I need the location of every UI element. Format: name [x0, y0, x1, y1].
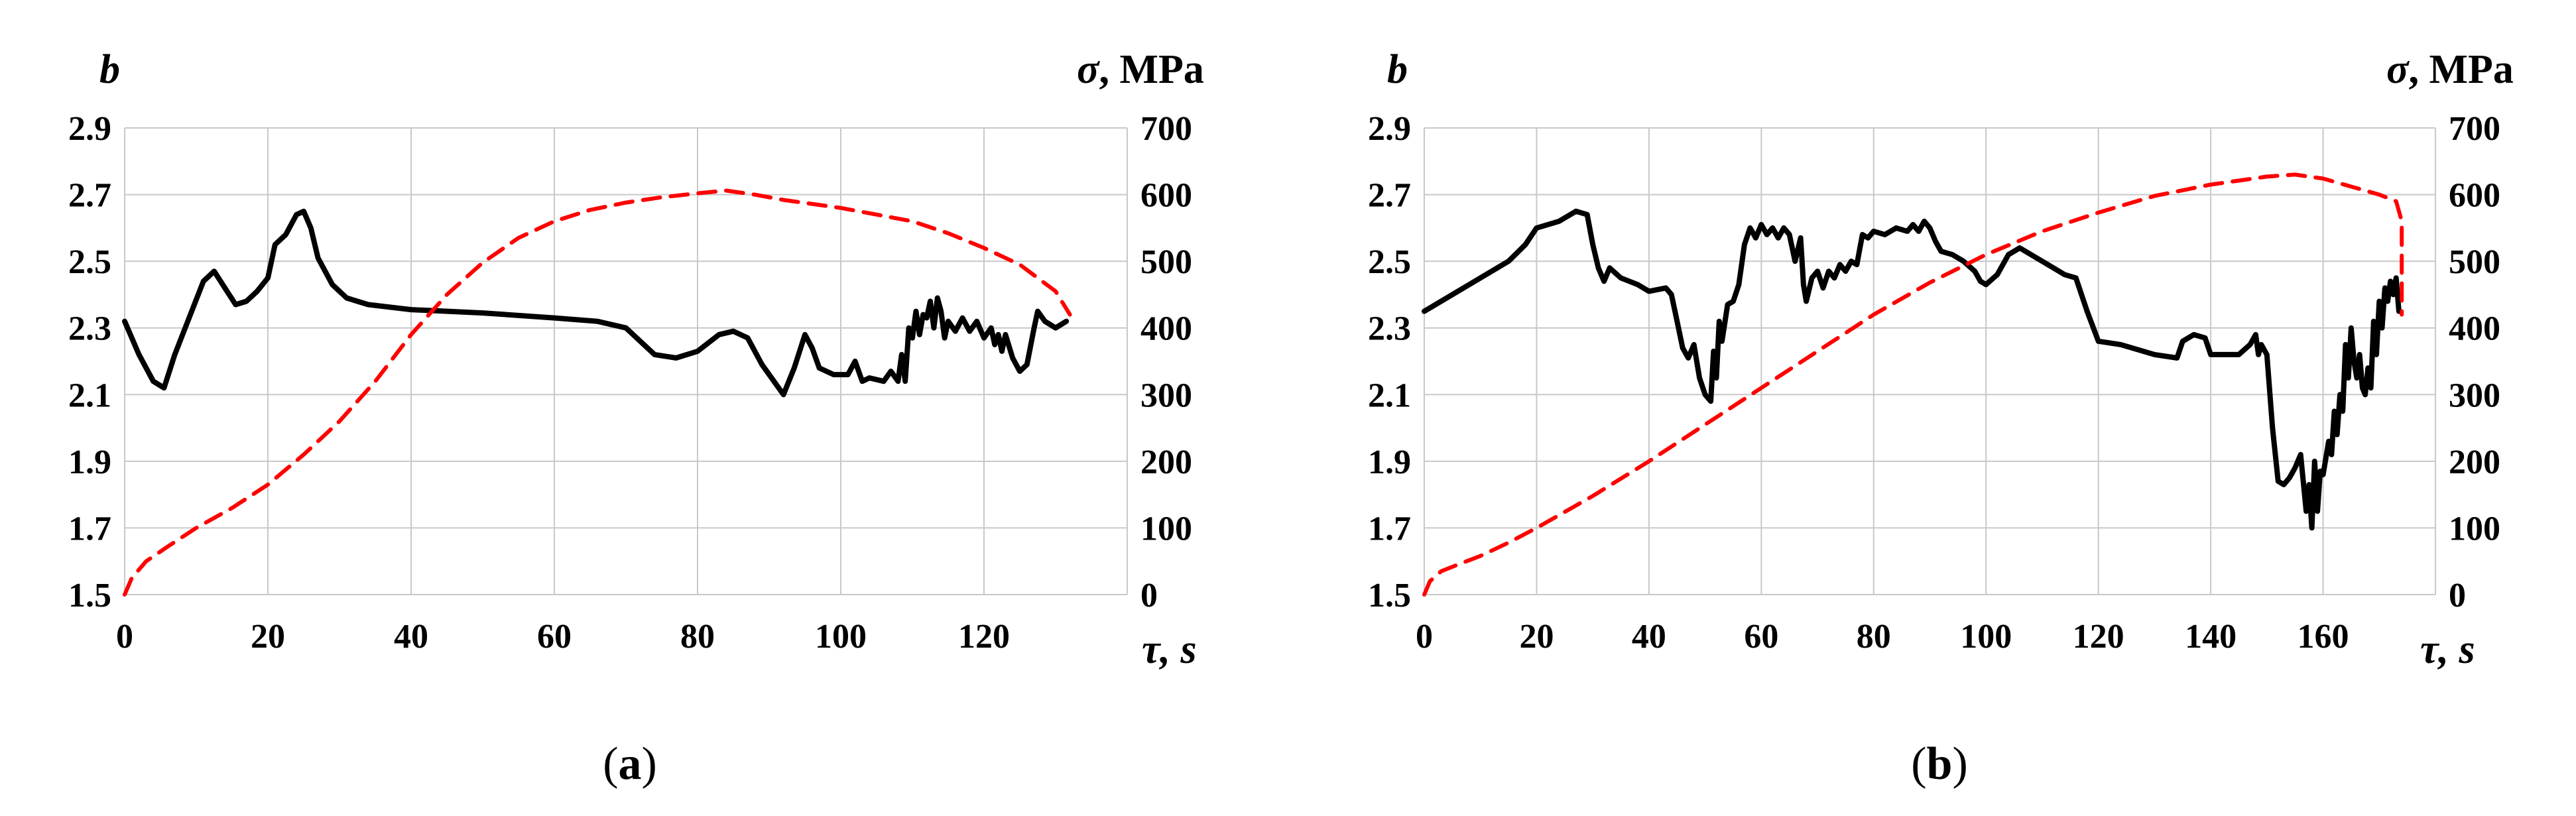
x-tick-label: 40	[394, 618, 428, 656]
y-right-tick-label: 100	[1140, 510, 1192, 548]
y-right-tick-label: 400	[1140, 310, 1192, 348]
gridlines	[1424, 127, 2436, 595]
y-right-tick-label: 600	[1140, 177, 1192, 215]
series-line-b	[122, 208, 1070, 398]
y-right-tick-label: 0	[2449, 577, 2466, 614]
panel-caption: (a)	[603, 738, 657, 789]
x-tick-label: 0	[1416, 618, 1433, 656]
y-left-tick-label: 2.5	[68, 243, 111, 281]
y-right-tick-label: 300	[1140, 377, 1192, 414]
x-tick-label: 100	[815, 618, 867, 656]
gridlines	[124, 127, 1128, 595]
x-axis-label: τ, s	[1142, 627, 1197, 672]
x-tick-label: 0	[116, 618, 133, 656]
y-right-tick-label: 300	[2449, 377, 2500, 414]
x-tick-label: 140	[2185, 618, 2237, 656]
y-right-tick-label: 700	[2449, 110, 2500, 148]
y-left-tick-label: 1.7	[68, 510, 111, 548]
y-right-tick-label: 200	[1140, 443, 1192, 481]
y-left-tick-label: 2.7	[68, 177, 111, 215]
y-right-axis-label: σ, MPa	[1077, 47, 1204, 92]
y-left-tick-label: 1.5	[1368, 577, 1411, 614]
series-line-sigma	[1422, 172, 2404, 597]
y-left-tick-label: 1.7	[1368, 510, 1411, 548]
series-line-sigma	[123, 188, 1072, 597]
x-tick-label: 100	[1960, 618, 2012, 656]
y-left-tick-label: 2.1	[1368, 377, 1411, 414]
y-right-tick-label: 400	[2449, 310, 2500, 348]
x-tick-label: 60	[1744, 618, 1778, 656]
y-left-tick-label: 2.9	[1368, 110, 1411, 148]
y-right-tick-label: 600	[2449, 177, 2500, 215]
y-left-tick-label: 2.3	[1368, 310, 1411, 348]
y-left-tick-label: 2.9	[68, 110, 111, 148]
x-tick-label: 120	[958, 618, 1010, 656]
y-right-tick-label: 100	[2449, 510, 2500, 548]
x-tick-label: 80	[1857, 618, 1891, 656]
y-left-axis-label: b	[1387, 47, 1408, 92]
y-right-axis-label: σ, MPa	[2386, 47, 2514, 92]
y-right-tick-label: 700	[1140, 110, 1192, 148]
y-left-tick-label: 1.9	[68, 443, 111, 481]
y-left-tick-label: 2.7	[1368, 177, 1411, 215]
y-left-tick-label: 2.5	[1368, 243, 1411, 281]
panel-caption: (b)	[1911, 738, 1968, 789]
y-right-tick-label: 500	[1140, 243, 1192, 281]
x-tick-label: 80	[680, 618, 715, 656]
y-right-tick-label: 500	[2449, 243, 2500, 281]
x-tick-label: 40	[1632, 618, 1666, 656]
y-left-tick-label: 2.1	[68, 377, 111, 414]
y-left-axis-label: b	[99, 47, 120, 92]
y-left-tick-label: 2.3	[68, 310, 111, 348]
series-line-b	[1422, 208, 2402, 531]
y-left-tick-label: 1.5	[68, 577, 111, 614]
x-tick-label: 120	[2073, 618, 2124, 656]
y-right-tick-label: 0	[1140, 577, 1158, 614]
y-right-tick-label: 200	[2449, 443, 2500, 481]
x-tick-label: 20	[1519, 618, 1554, 656]
x-tick-label: 160	[2298, 618, 2349, 656]
x-tick-label: 60	[537, 618, 572, 656]
y-left-tick-label: 1.9	[1368, 443, 1411, 481]
x-tick-label: 20	[251, 618, 285, 656]
x-axis-label: τ, s	[2420, 627, 2475, 672]
